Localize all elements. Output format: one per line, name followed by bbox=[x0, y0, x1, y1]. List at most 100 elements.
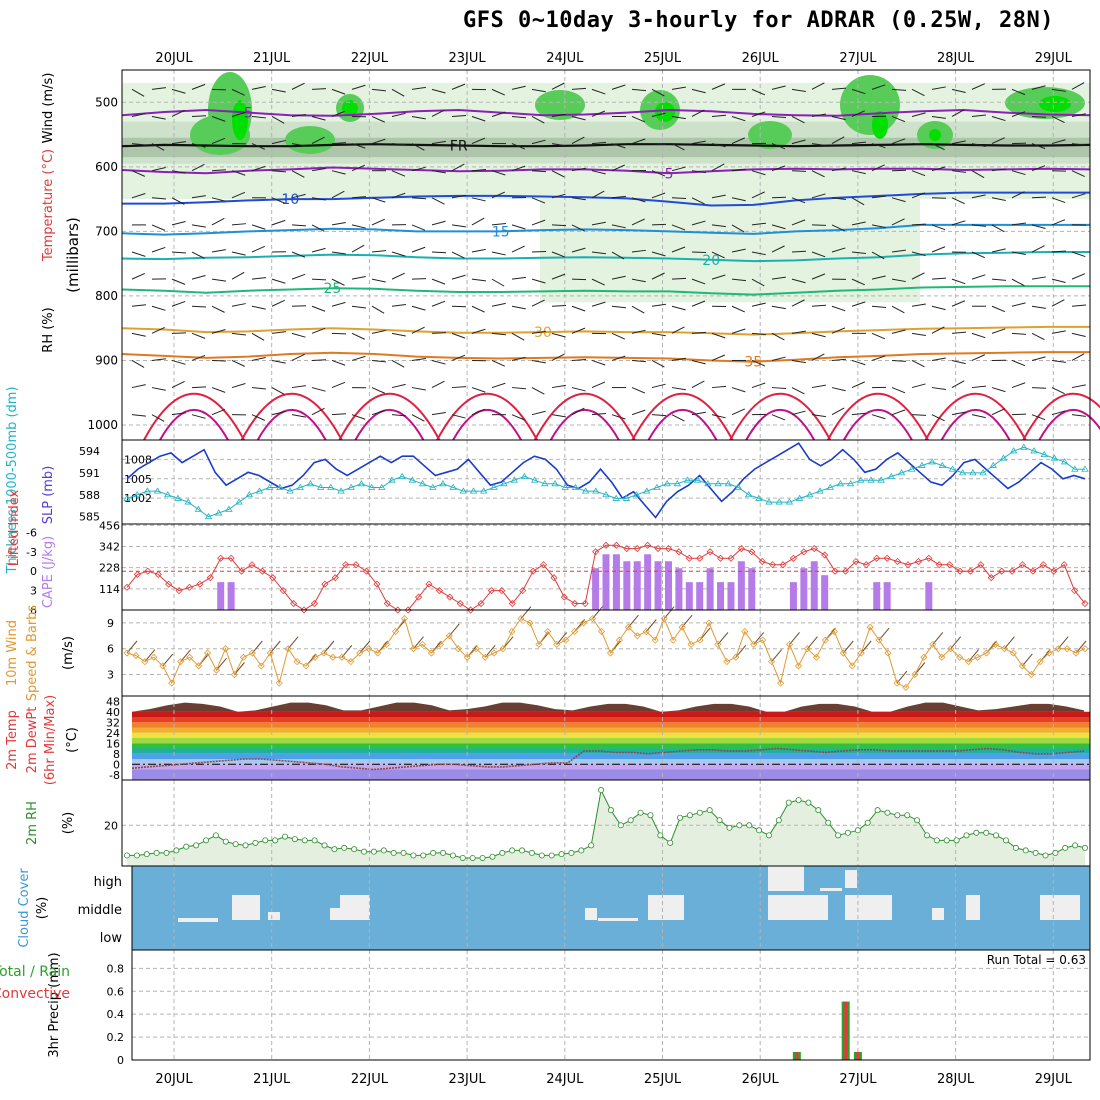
wind-marker bbox=[571, 627, 579, 636]
wind-marker bbox=[311, 653, 319, 661]
wind-barb bbox=[411, 326, 425, 334]
cloud-block bbox=[966, 895, 980, 920]
date-label-top: 27JUL bbox=[839, 51, 877, 66]
precip-tick-label: 0.2 bbox=[107, 1031, 125, 1044]
wind-barb bbox=[131, 113, 146, 117]
wind-barb bbox=[351, 84, 366, 90]
wind-barb bbox=[1011, 170, 1026, 176]
wind-barb bbox=[851, 88, 866, 95]
thickness-marker bbox=[327, 483, 335, 490]
wind-barb bbox=[842, 640, 854, 654]
wind-marker bbox=[517, 615, 525, 623]
wind-barb bbox=[531, 359, 546, 364]
rh2m-marker bbox=[647, 812, 654, 819]
li-marker bbox=[1029, 567, 1037, 575]
temp-tick-label: 40 bbox=[106, 706, 120, 719]
rh2m-marker bbox=[933, 837, 940, 844]
thickness-marker bbox=[1050, 454, 1059, 461]
wind-barb bbox=[771, 115, 787, 118]
li-marker bbox=[841, 567, 850, 575]
li-marker bbox=[1018, 561, 1027, 569]
temp2m-label: 2m Temp bbox=[5, 710, 20, 770]
pressure-tick-label: 900 bbox=[95, 353, 118, 367]
wind-barb bbox=[611, 355, 626, 361]
wind-barb bbox=[491, 251, 506, 256]
wind-barb bbox=[413, 636, 424, 650]
wind-marker bbox=[651, 636, 659, 644]
rh2m-marker bbox=[193, 842, 200, 849]
temperature-contour bbox=[436, 392, 538, 441]
wind-barb bbox=[191, 83, 206, 90]
wind-barb bbox=[551, 332, 566, 338]
contour-label: FR bbox=[450, 139, 468, 155]
wind-barb bbox=[531, 299, 545, 307]
wind-barb bbox=[311, 278, 327, 281]
wind-barb bbox=[851, 170, 866, 175]
wind-barb bbox=[592, 606, 603, 619]
li-marker bbox=[133, 570, 141, 579]
wind-barb bbox=[851, 221, 866, 226]
wind-marker bbox=[463, 653, 471, 661]
thickness-marker bbox=[225, 505, 233, 512]
wind-barb bbox=[1075, 640, 1087, 654]
cape-bar bbox=[612, 554, 620, 610]
wind-barb bbox=[171, 359, 186, 365]
rh2m-marker bbox=[983, 829, 990, 836]
wind-barb bbox=[231, 360, 245, 367]
wind-barb bbox=[451, 194, 466, 199]
wind-marker bbox=[338, 653, 346, 661]
li-marker bbox=[664, 545, 673, 553]
wind-tick-label: 6 bbox=[107, 643, 114, 656]
rh2m-marker bbox=[133, 852, 140, 859]
wind-barb bbox=[511, 332, 525, 341]
rh2m-marker bbox=[499, 849, 506, 856]
thickness-marker bbox=[143, 487, 152, 494]
wind-barb bbox=[331, 190, 345, 199]
wind-barb bbox=[991, 137, 1005, 145]
wind-marker bbox=[911, 670, 919, 679]
wind-barb bbox=[271, 387, 285, 395]
wind-barb bbox=[131, 192, 146, 199]
wind-barb bbox=[891, 88, 907, 91]
precip-tick-label: 0.6 bbox=[107, 985, 125, 998]
wind-barb bbox=[891, 197, 906, 203]
wind-barb bbox=[871, 84, 886, 90]
wind-barb bbox=[231, 271, 245, 280]
wind-barb bbox=[191, 115, 207, 117]
wind-barb bbox=[831, 327, 846, 334]
wind-barb bbox=[391, 170, 406, 177]
thickness-tick-label: 591 bbox=[79, 467, 100, 480]
wind-barb bbox=[1031, 196, 1047, 199]
wind-barb bbox=[471, 305, 485, 313]
wind-barb bbox=[811, 143, 826, 147]
cloud-block bbox=[268, 912, 280, 920]
wind-barb bbox=[171, 221, 186, 226]
cloud-block bbox=[232, 895, 260, 920]
wind-barb bbox=[611, 224, 626, 229]
wind-barb bbox=[571, 358, 587, 361]
cloud-block bbox=[1040, 895, 1080, 920]
wind-barb bbox=[411, 387, 426, 391]
wind-barb bbox=[551, 273, 566, 280]
rh2m-marker bbox=[696, 809, 703, 816]
wind-barb bbox=[681, 614, 693, 628]
wind-barb bbox=[631, 278, 646, 283]
wind-barb bbox=[871, 355, 886, 361]
wind-barb bbox=[471, 387, 486, 393]
wind-barb bbox=[791, 299, 805, 307]
wind-barb bbox=[631, 305, 645, 314]
wind-barb bbox=[131, 170, 145, 177]
li-marker bbox=[1050, 567, 1058, 575]
wind-barb bbox=[551, 414, 566, 418]
wind-barb bbox=[391, 383, 406, 389]
wind-barb bbox=[1031, 85, 1046, 90]
wind-barb bbox=[271, 331, 286, 334]
wind-marker bbox=[866, 623, 874, 631]
thickness-marker bbox=[520, 472, 529, 479]
wind-marker bbox=[956, 653, 964, 661]
thickness-marker bbox=[673, 480, 682, 487]
rh-peak-blob bbox=[1039, 96, 1071, 112]
rh2m-marker bbox=[914, 817, 921, 824]
wind-barb bbox=[1021, 653, 1033, 667]
wind-barb bbox=[1071, 113, 1086, 117]
